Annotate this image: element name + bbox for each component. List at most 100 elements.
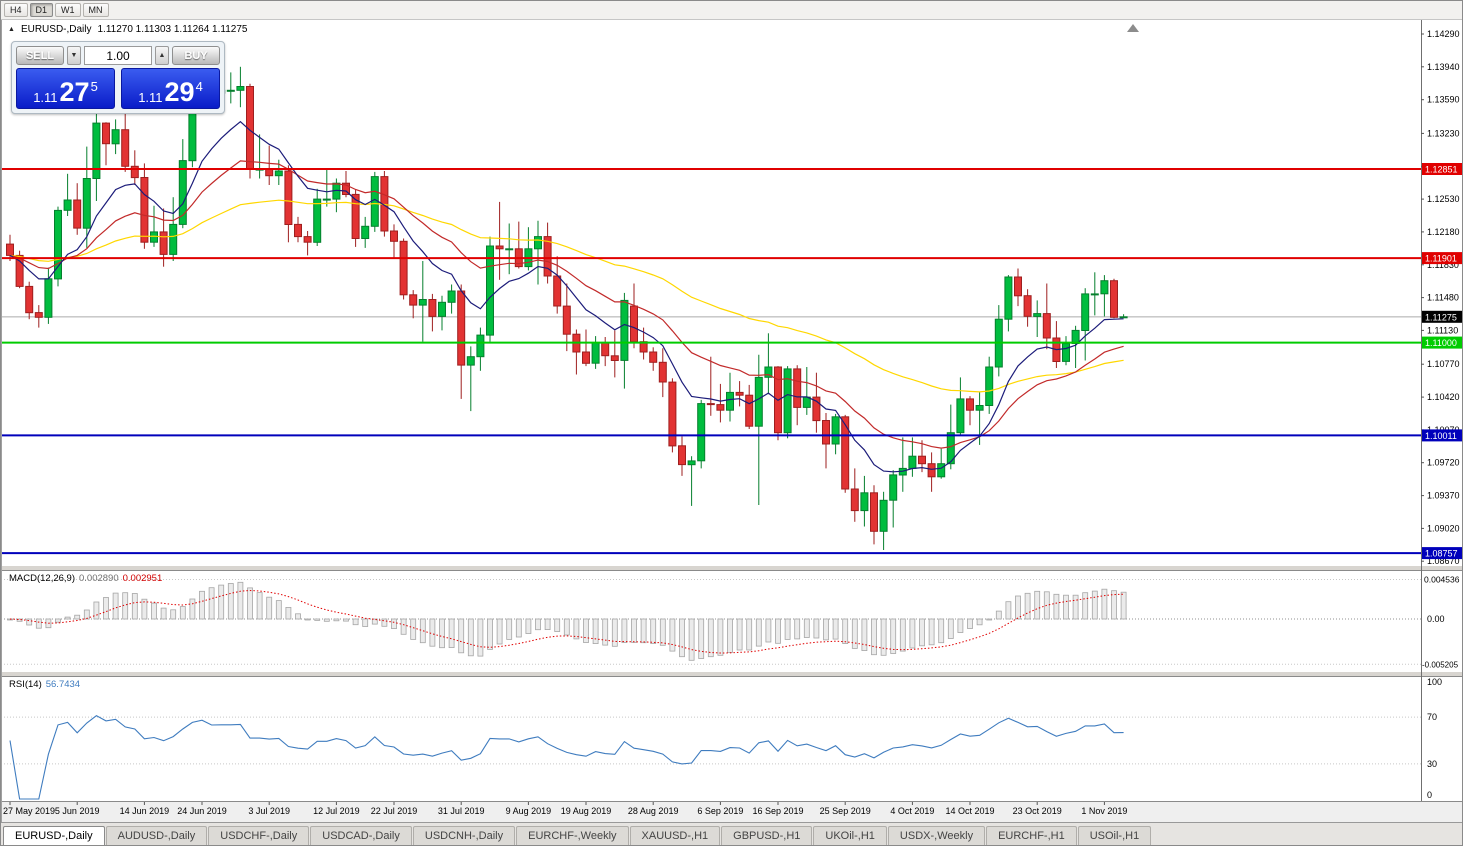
price-badge: 1.10011 [1422,429,1462,442]
price-badge: 1.11901 [1422,252,1462,265]
svg-text:-0.005205: -0.005205 [1422,660,1459,669]
chart-shift-marker-icon[interactable] [1127,24,1139,32]
svg-text:0: 0 [1427,790,1432,800]
svg-text:6 Sep 2019: 6 Sep 2019 [697,806,743,816]
svg-text:1.13940: 1.13940 [1427,62,1460,72]
svg-text:5 Jun 2019: 5 Jun 2019 [55,806,100,816]
tab-ukoil-h1[interactable]: UKOil-,H1 [813,826,887,845]
tab-usdcad-daily[interactable]: USDCAD-,Daily [310,826,412,845]
chart-background [1,19,1462,825]
bid-pips: 27 [59,77,90,107]
volume-decrease-icon[interactable]: ▼ [67,46,81,65]
macd-signal-value: 0.002951 [122,573,163,584]
tab-usoil-h1[interactable]: USOil-,H1 [1077,826,1152,845]
svg-text:1.08757: 1.08757 [1425,549,1458,559]
ma-fast-navy [9,120,1124,473]
svg-text:28 Aug 2019: 28 Aug 2019 [628,806,679,816]
buy-button[interactable]: BUY [172,46,220,65]
svg-text:1.11130: 1.11130 [1427,325,1458,335]
volume-input[interactable] [84,46,152,65]
svg-text:31 Jul 2019: 31 Jul 2019 [438,806,485,816]
svg-text:0.004536: 0.004536 [1424,575,1460,585]
svg-text:14 Jun 2019: 14 Jun 2019 [120,806,170,816]
tab-eurusd-daily[interactable]: EURUSD-,Daily [3,826,105,845]
svg-text:1.10420: 1.10420 [1427,392,1460,402]
bid-prefix: 1.11 [33,90,58,105]
tab-usdcnh-daily[interactable]: USDCNH-,Daily [412,826,516,845]
tab-gbpusd-h1[interactable]: GBPUSD-,H1 [721,826,813,845]
tab-xauusd-h1[interactable]: XAUUSD-,H1 [629,826,721,845]
svg-text:9 Aug 2019: 9 Aug 2019 [506,806,552,816]
chart-title-overlay: ▲ EURUSD-,Daily 1.11270 1.11303 1.11264 … [8,24,247,35]
timeframe-toolbar: H4 D1 W1 MN [1,1,1462,20]
price-badge: 1.11000 [1422,336,1462,349]
svg-text:27 May 2019: 27 May 2019 [3,806,55,816]
svg-text:1.09720: 1.09720 [1427,458,1460,468]
tab-audusd-daily[interactable]: AUDUSD-,Daily [105,826,208,845]
time-axis-labels: 27 May 2019 5 Jun 2019 14 Jun 2019 24 Jun 2… [3,802,1127,816]
svg-text:1 Nov 2019: 1 Nov 2019 [1081,806,1127,816]
price-badge: 1.12851 [1422,163,1462,175]
tab-usdchf-daily[interactable]: USDCHF-,Daily [208,826,310,845]
macd-value: 0.002890 [79,573,119,584]
price-badge: 1.11275 [1422,310,1462,323]
sell-price-box[interactable]: 1.11 27 5 [16,68,115,109]
ask-fraction: 4 [195,79,203,94]
chart-canvas[interactable]: 1.142901.139401.135901.132301.128801.125… [1,19,1463,825]
svg-text:100: 100 [1427,677,1442,687]
tab-usdx-weekly[interactable]: USDX-,Weekly [887,826,986,845]
svg-text:16 Sep 2019: 16 Sep 2019 [752,806,803,816]
timeframe-button-h4[interactable]: H4 [4,3,28,17]
svg-text:1.10770: 1.10770 [1427,359,1460,369]
tab-eurchf-weekly[interactable]: EURCHF-,Weekly [516,826,629,845]
svg-text:30: 30 [1427,759,1437,769]
macd-signal-line [9,589,1124,654]
svg-text:1.11480: 1.11480 [1427,293,1459,303]
ma-mid-red [9,160,1124,449]
macd-name: MACD(12,26,9) [9,573,75,584]
svg-text:1.10011: 1.10011 [1425,431,1457,441]
price-badge: 1.08757 [1422,547,1462,560]
svg-text:1.12180: 1.12180 [1427,227,1460,237]
ask-prefix: 1.11 [138,90,163,105]
svg-text:1.11275: 1.11275 [1425,312,1457,322]
rsi-line [9,715,1124,800]
rsi-name: RSI(14) [9,679,42,690]
buy-price-box[interactable]: 1.11 29 4 [121,68,220,109]
svg-text:3 Jul 2019: 3 Jul 2019 [248,806,290,816]
svg-text:24 Jun 2019: 24 Jun 2019 [177,806,227,816]
svg-text:1.12530: 1.12530 [1427,194,1460,204]
svg-text:1.09370: 1.09370 [1427,491,1460,501]
one-click-collapse-icon[interactable]: ▲ [8,25,15,33]
tab-eurchf-h1[interactable]: EURCHF-,H1 [986,826,1077,845]
svg-text:1.11000: 1.11000 [1425,338,1457,348]
time-axis[interactable] [1,801,1463,825]
svg-text:12 Jul 2019: 12 Jul 2019 [313,806,360,816]
panel-divider[interactable] [1,565,1463,571]
svg-text:14 Oct 2019: 14 Oct 2019 [945,806,994,816]
svg-text:1.09020: 1.09020 [1427,523,1460,533]
rsi-value: 56.7434 [45,679,81,690]
ask-pips: 29 [164,77,195,107]
symbol-tabs: EURUSD-,Daily AUDUSD-,Daily USDCHF-,Daily U… [1,822,1462,845]
timeframe-button-w1[interactable]: W1 [55,3,81,17]
svg-text:1.12851: 1.12851 [1425,165,1458,175]
candlestick-series [6,58,1128,550]
timeframe-button-mn[interactable]: MN [82,3,109,17]
volume-increase-icon[interactable]: ▲ [155,46,169,65]
price-scale[interactable]: 1.142901.139401.135901.132301.128801.125… [1421,29,1460,800]
panel-divider[interactable] [1,671,1463,677]
svg-text:1.13230: 1.13230 [1427,128,1460,138]
svg-text:1.11901: 1.11901 [1425,254,1457,264]
chart-symbol-period: EURUSD-,Daily [20,24,92,35]
svg-text:1.13590: 1.13590 [1427,95,1460,105]
bid-fraction: 5 [90,79,98,94]
svg-text:19 Aug 2019: 19 Aug 2019 [561,806,612,816]
sell-button[interactable]: SELL [16,46,64,65]
timeframe-button-d1[interactable]: D1 [29,3,54,17]
svg-text:1.08670: 1.08670 [1427,556,1460,566]
macd-label: MACD(12,26,9) 0.002890 0.002951 [9,573,162,584]
svg-text:22 Jul 2019: 22 Jul 2019 [371,806,418,816]
svg-text:4 Oct 2019: 4 Oct 2019 [890,806,934,816]
